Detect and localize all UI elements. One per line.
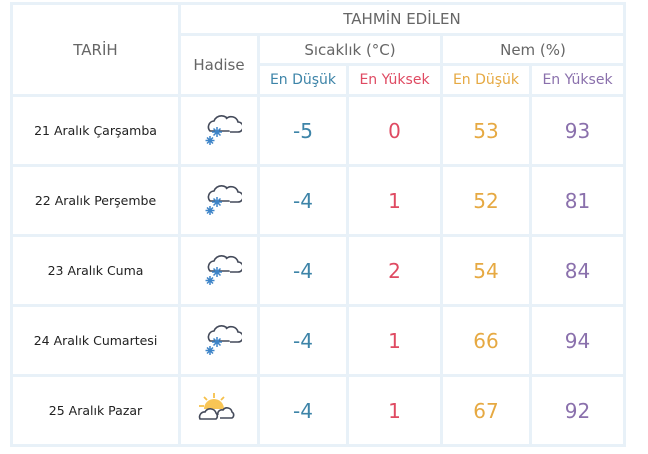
row-event — [181, 237, 257, 304]
header-temp-min: En Düşük — [260, 66, 346, 94]
forecast-table: TARİH TAHMİN EDİLEN Hadise Sıcaklık (°C)… — [10, 2, 626, 447]
row-date: 23 Aralık Cuma — [13, 237, 178, 304]
row-hum-max: 94 — [532, 307, 623, 374]
row-hum-min: 66 — [443, 307, 529, 374]
row-date: 24 Aralık Cumartesi — [13, 307, 178, 374]
row-hum-min: 54 — [443, 237, 529, 304]
row-temp-min: -4 — [260, 167, 346, 234]
row-event — [181, 307, 257, 374]
header-temp-max: En Yüksek — [349, 66, 440, 94]
row-date: 22 Aralık Perşembe — [13, 167, 178, 234]
row-temp-min: -4 — [260, 237, 346, 304]
row-temp-min: -4 — [260, 307, 346, 374]
row-temp-min: -4 — [260, 377, 346, 444]
snow-cloud-icon — [204, 324, 244, 356]
header-event: Hadise — [181, 36, 257, 94]
row-date: 25 Aralık Pazar — [13, 377, 178, 444]
header-date: TARİH — [13, 5, 178, 94]
row-hum-max: 92 — [532, 377, 623, 444]
snow-cloud-icon — [204, 254, 244, 286]
table-row: 25 Aralık Pazar -4 1 67 92 — [13, 377, 623, 444]
row-hum-max: 84 — [532, 237, 623, 304]
row-temp-max: 1 — [349, 377, 440, 444]
row-temp-max: 1 — [349, 307, 440, 374]
table-row: 24 Aralık Cumartesi -4 1 66 94 — [13, 307, 623, 374]
row-hum-max: 81 — [532, 167, 623, 234]
row-date: 21 Aralık Çarşamba — [13, 97, 178, 164]
row-event — [181, 377, 257, 444]
row-hum-max: 93 — [532, 97, 623, 164]
header-temperature: Sıcaklık (°C) — [260, 36, 440, 63]
row-event — [181, 167, 257, 234]
row-hum-min: 53 — [443, 97, 529, 164]
table-row: 23 Aralık Cuma -4 2 54 84 — [13, 237, 623, 304]
header-forecast: TAHMİN EDİLEN — [181, 5, 623, 33]
row-event — [181, 97, 257, 164]
header-hum-max: En Yüksek — [532, 66, 623, 94]
partly-cloudy-icon — [198, 391, 235, 420]
table-row: 22 Aralık Perşembe -4 1 52 81 — [13, 167, 623, 234]
snow-cloud-icon — [204, 114, 244, 146]
row-hum-min: 67 — [443, 377, 529, 444]
row-temp-min: -5 — [260, 97, 346, 164]
row-temp-max: 1 — [349, 167, 440, 234]
snow-cloud-icon — [204, 184, 244, 216]
row-temp-max: 0 — [349, 97, 440, 164]
header-humidity: Nem (%) — [443, 36, 623, 63]
table-row: 21 Aralık Çarşamba -5 0 53 93 — [13, 97, 623, 164]
header-hum-min: En Düşük — [443, 66, 529, 94]
row-temp-max: 2 — [349, 237, 440, 304]
row-hum-min: 52 — [443, 167, 529, 234]
